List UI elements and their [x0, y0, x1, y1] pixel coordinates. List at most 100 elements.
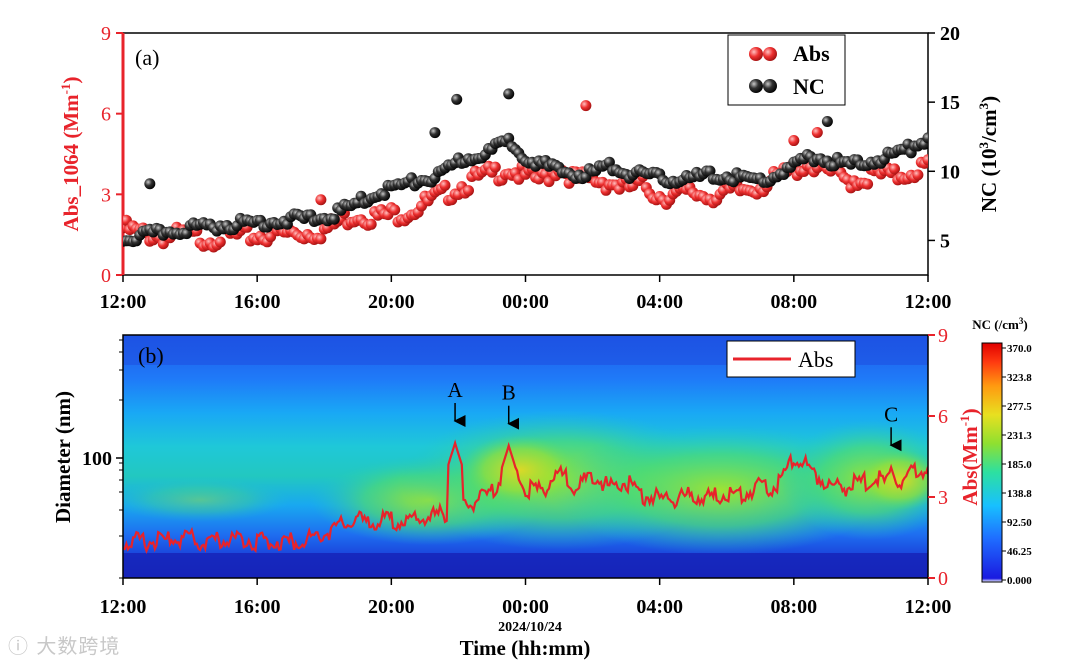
- panel-a-x-ticks: 12:00 16:00 20:00 00:00 04:00 08:00 12:00: [100, 275, 952, 313]
- x-tick-label: 00:00: [502, 291, 549, 313]
- panel-b: (b) Abs A B C 100 0 3 6 9 12:00 16:00 20:00 00:0…: [51, 325, 982, 660]
- panel-b-left-ylabel: Diameter (nm): [51, 391, 75, 523]
- abs-point: [788, 135, 800, 147]
- right-tick-label: 6: [938, 406, 948, 428]
- x-tick-label: 12:00: [905, 291, 952, 313]
- panel-b-annotations: A B C: [447, 378, 902, 452]
- legend-abs-marker: [749, 47, 763, 61]
- abs-point: [811, 126, 823, 138]
- x-tick-label: 08:00: [770, 596, 817, 618]
- right-tick-label: 5: [940, 230, 950, 252]
- legend-abs-label: Abs: [798, 347, 833, 372]
- panel-a-label: (a): [135, 45, 159, 70]
- legend-abs-marker: [763, 47, 777, 61]
- panel-b-label: (b): [138, 343, 164, 368]
- x-tick-label: 04:00: [636, 596, 683, 618]
- abs-point: [315, 194, 327, 206]
- right-tick-label: 15: [940, 92, 960, 114]
- nc-point: [503, 88, 515, 100]
- nc-point: [451, 93, 463, 105]
- panel-a-legend-box: [727, 34, 846, 106]
- date-label: 2024/10/24: [498, 620, 562, 635]
- panel-a-plot-area: [123, 88, 928, 253]
- colorbar-title: NC (/cm3): [972, 316, 1027, 332]
- abs-line: [123, 439, 928, 554]
- left-tick-label: 6: [101, 104, 111, 126]
- abs-point: [214, 236, 226, 248]
- colorbar-tick-label: 277.5: [1007, 401, 1032, 413]
- nc-point: [328, 213, 340, 225]
- nc-point: [922, 132, 928, 144]
- x-tick-label: 08:00: [770, 291, 817, 313]
- x-tick-label: 12:00: [905, 596, 952, 618]
- panel-b-x-ticks: 12:00 16:00 20:00 00:00 04:00 08:00 12:00: [100, 578, 952, 618]
- abs-point: [580, 100, 592, 112]
- panel-a: (a) Abs NC 0 3 6 9 5 10 15 20 12:00 16:00 20:00 0…: [58, 23, 1001, 313]
- panel-a-left-ticks: 0 3 6 9: [101, 23, 123, 287]
- colorbar-tick-label: 138.8: [1007, 488, 1032, 500]
- x-tick-label: 20:00: [368, 596, 415, 618]
- right-tick-label: 3: [938, 487, 948, 509]
- x-tick-label: 20:00: [368, 291, 415, 313]
- nc-point: [821, 116, 833, 128]
- colorbar-tick-label: 46.25: [1007, 546, 1032, 558]
- nc-point: [429, 127, 441, 139]
- heatmap-glow: [123, 478, 290, 522]
- panel-a-left-ylabel: Abs_1064 (Mm-1): [58, 77, 83, 232]
- colorbar-ticks: 370.0 323.8 277.5 231.3 185.0 138.8 92.50 46.25…: [1002, 343, 1032, 587]
- legend-abs-label: Abs: [793, 41, 830, 66]
- heatmap-bottom-band: [123, 553, 928, 578]
- abs-point: [315, 233, 327, 245]
- colorbar-tick-label: 185.0: [1007, 459, 1032, 471]
- x-tick-label: 12:00: [100, 291, 147, 313]
- abs-point: [862, 178, 874, 190]
- left-tick-label: 3: [101, 184, 111, 206]
- x-tick-label: 12:00: [100, 596, 147, 618]
- abs-point: [463, 185, 474, 197]
- colorbar-tick-label: 0.000: [1007, 575, 1032, 587]
- panel-a-legend: Abs NC: [727, 34, 846, 106]
- heatmap-glow: [855, 450, 928, 510]
- colorbar-tick-label: 323.8: [1007, 372, 1032, 384]
- abs-point: [889, 163, 900, 175]
- abs-point: [489, 161, 501, 173]
- colorbar-tick-label: 231.3: [1007, 430, 1032, 442]
- left-tick-label: 100: [82, 448, 112, 470]
- colorbar-tick-label: 92.50: [1007, 517, 1032, 529]
- right-tick-label: 20: [940, 23, 960, 45]
- panel-b-left-ticks: 100: [82, 339, 123, 579]
- x-tick-label: 16:00: [234, 291, 281, 313]
- left-tick-label: 9: [101, 23, 111, 45]
- colorbar-tick-label: 370.0: [1007, 343, 1032, 355]
- panel-b-right-ylabel: Abs(Mm-1): [957, 408, 982, 505]
- abs-point: [439, 179, 451, 191]
- panel-b-right-ticks: 0 3 6 9: [928, 325, 948, 590]
- x-tick-label: 00:00: [502, 596, 549, 618]
- peak-annotation-label: B: [502, 381, 516, 405]
- panel-a-right-ticks: 5 10 15 20: [928, 23, 960, 252]
- panel-a-right-ylabel: NC (103/cm3): [976, 96, 1001, 212]
- abs-point: [912, 169, 924, 181]
- colorbar: NC (/cm3) 370.0 323.8 277.5 231.3 185.0 138.8…: [972, 316, 1032, 587]
- abs-point: [365, 218, 377, 230]
- peak-annotation-label: C: [884, 402, 898, 426]
- peak-annotation-label: A: [447, 378, 463, 402]
- legend-nc-marker: [749, 79, 763, 93]
- abs-point: [389, 204, 401, 216]
- abs-point: [922, 154, 928, 166]
- colorbar-gradient: [981, 342, 1003, 583]
- x-tick-label: 16:00: [234, 596, 281, 618]
- legend-nc-label: NC: [793, 74, 825, 99]
- nc-point: [603, 156, 615, 168]
- right-tick-label: 10: [940, 161, 960, 183]
- watermark-logo: ⓘ 大数跨境: [8, 634, 121, 658]
- nc-point: [503, 132, 515, 144]
- right-tick-label: 9: [938, 325, 948, 347]
- left-tick-label: 0: [101, 265, 111, 287]
- nc-point: [144, 178, 156, 190]
- right-tick-label: 0: [938, 568, 948, 590]
- x-axis-title: Time (hh:mm): [460, 636, 591, 660]
- nc-point: [379, 190, 391, 201]
- panel-b-legend: Abs: [726, 340, 856, 378]
